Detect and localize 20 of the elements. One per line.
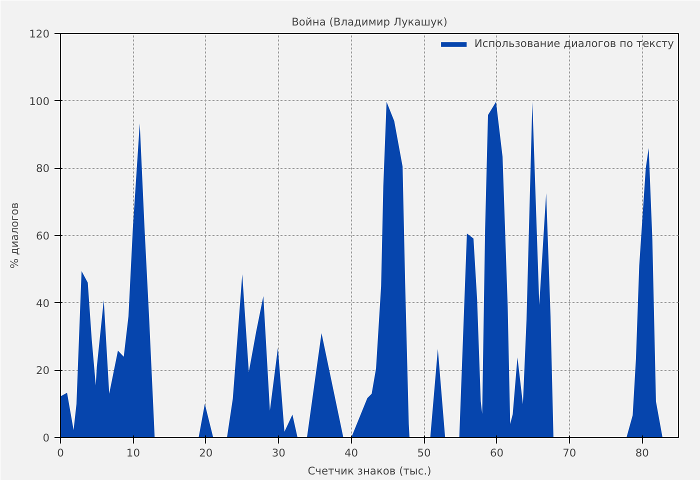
x-axis-title: Счетчик знаков (тыс.)	[308, 464, 432, 478]
x-tick-label: 30	[272, 446, 286, 460]
y-tick-label: 80	[36, 162, 50, 176]
y-tick-label: 60	[36, 230, 50, 242]
x-tick-label: 80	[635, 446, 650, 460]
x-tick-label: 60	[490, 446, 504, 460]
chart-title: Война (Владимир Лукашук)	[292, 16, 448, 28]
x-tick-label: 40	[344, 446, 358, 460]
x-tick-label: 20	[199, 446, 213, 460]
x-tick-label: 70	[562, 446, 576, 460]
x-tick-label: 0	[57, 446, 64, 460]
y-axis-title: % диалогов	[8, 202, 22, 269]
y-tick-label: 20	[36, 364, 50, 378]
x-tick-label: 10	[126, 446, 140, 460]
y-tick-label: 120	[29, 28, 50, 40]
legend-label: Использование диалогов по тексту	[474, 37, 674, 50]
y-tick-label: 40	[36, 296, 50, 310]
x-tick-label: 50	[417, 446, 432, 460]
y-tick-label: 0	[42, 432, 50, 444]
y-tick-label: 100	[29, 94, 50, 108]
